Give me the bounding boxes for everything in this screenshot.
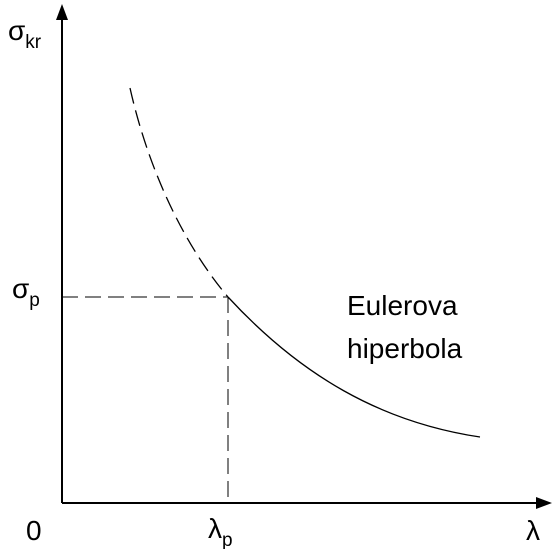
lambda-p-label: λp — [208, 513, 233, 549]
symbol: σ — [12, 273, 29, 304]
sigma-p-label: σp — [12, 273, 40, 311]
hyperbola-solid — [227, 296, 481, 438]
subscript: p — [29, 290, 40, 311]
y-axis-label: σkr — [8, 15, 42, 53]
subscript: p — [222, 530, 233, 549]
curve-label-line: Eulerova — [347, 290, 458, 321]
hyperbola-dashed — [129, 87, 229, 298]
subscript: kr — [25, 32, 42, 53]
origin-label: 0 — [26, 515, 42, 546]
x-axis-arrow — [536, 497, 552, 509]
symbol: σ — [8, 15, 25, 46]
curve-label-line: hiperbola — [347, 333, 463, 364]
y-axis-arrow — [56, 4, 68, 20]
symbol: λ — [208, 513, 222, 544]
x-axis-label: λ — [526, 515, 540, 546]
